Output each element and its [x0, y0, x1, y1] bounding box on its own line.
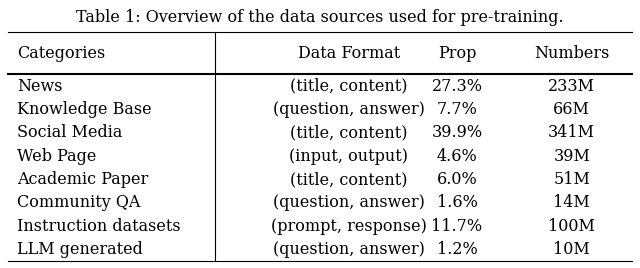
- Text: 1.6%: 1.6%: [436, 194, 477, 211]
- Text: 51M: 51M: [553, 171, 590, 188]
- Text: Numbers: Numbers: [534, 44, 609, 62]
- Text: 233M: 233M: [548, 77, 595, 95]
- Text: (title, content): (title, content): [290, 171, 408, 188]
- Text: 4.6%: 4.6%: [436, 148, 477, 165]
- Text: Knowledge Base: Knowledge Base: [17, 101, 152, 118]
- Text: 100M: 100M: [548, 218, 595, 235]
- Text: (question, answer): (question, answer): [273, 194, 424, 211]
- Text: 14M: 14M: [554, 194, 590, 211]
- Text: 27.3%: 27.3%: [431, 77, 483, 95]
- Text: 1.2%: 1.2%: [436, 241, 477, 258]
- Text: Web Page: Web Page: [17, 148, 97, 165]
- Text: Academic Paper: Academic Paper: [17, 171, 148, 188]
- Text: LLM generated: LLM generated: [17, 241, 143, 258]
- Text: 6.0%: 6.0%: [436, 171, 477, 188]
- Text: 7.7%: 7.7%: [436, 101, 477, 118]
- Text: Community QA: Community QA: [17, 194, 141, 211]
- Text: (input, output): (input, output): [289, 148, 408, 165]
- Text: 10M: 10M: [554, 241, 590, 258]
- Text: (title, content): (title, content): [290, 124, 408, 141]
- Text: 341M: 341M: [548, 124, 595, 141]
- Text: 11.7%: 11.7%: [431, 218, 483, 235]
- Text: Social Media: Social Media: [17, 124, 123, 141]
- Text: 66M: 66M: [553, 101, 590, 118]
- Text: (prompt, response): (prompt, response): [271, 218, 427, 235]
- Text: (question, answer): (question, answer): [273, 241, 424, 258]
- Text: Table 1: Overview of the data sources used for pre-training.: Table 1: Overview of the data sources us…: [76, 9, 564, 26]
- Text: (title, content): (title, content): [290, 77, 408, 95]
- Text: News: News: [17, 77, 63, 95]
- Text: Data Format: Data Format: [298, 44, 400, 62]
- Text: 39.9%: 39.9%: [431, 124, 483, 141]
- Text: Instruction datasets: Instruction datasets: [17, 218, 181, 235]
- Text: (question, answer): (question, answer): [273, 101, 424, 118]
- Text: 39M: 39M: [553, 148, 590, 165]
- Text: Prop: Prop: [438, 44, 476, 62]
- Text: Categories: Categories: [17, 44, 106, 62]
